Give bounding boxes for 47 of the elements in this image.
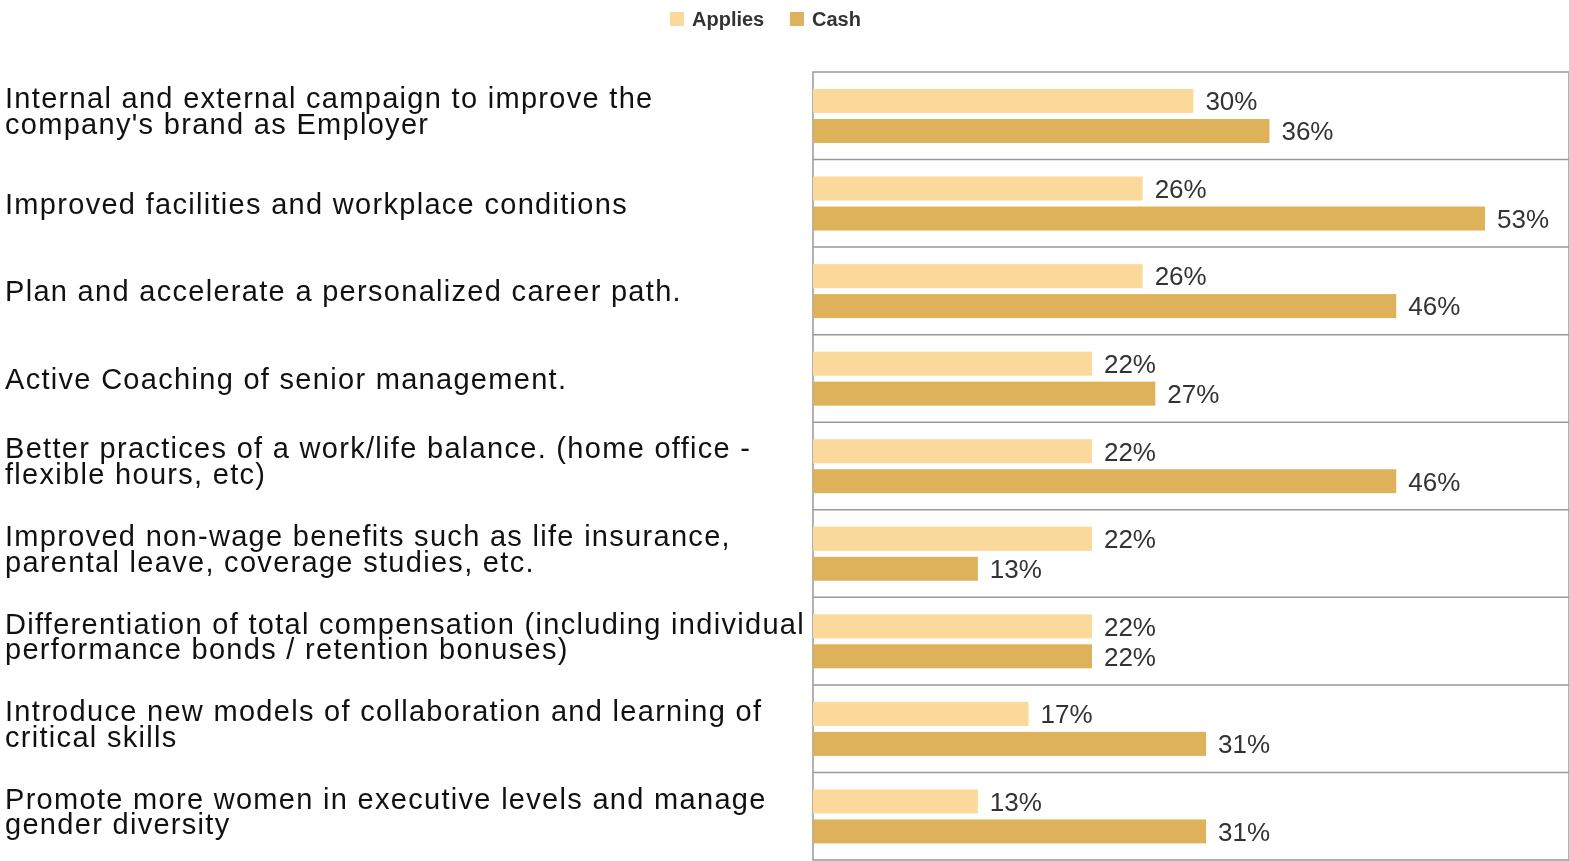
data-label: 17% [1040, 699, 1093, 730]
bar [813, 614, 1092, 639]
legend-label: Cash [812, 8, 861, 31]
bar [813, 351, 1092, 376]
data-label: 31% [1218, 729, 1271, 760]
bar [813, 381, 1156, 406]
bar [813, 731, 1207, 756]
data-label: 53% [1497, 203, 1550, 234]
bar [813, 701, 1029, 726]
data-label: 30% [1205, 86, 1258, 117]
data-label: 22% [1103, 611, 1156, 642]
legend-label: Applies [692, 8, 765, 31]
data-label: 22% [1103, 524, 1156, 555]
data-label: 46% [1408, 466, 1461, 497]
bar [813, 439, 1092, 464]
bar [813, 264, 1143, 289]
bar [813, 89, 1194, 113]
y-tick-label: Promote more women in executive levels and manage gender diversity [5, 782, 767, 841]
bar [813, 176, 1143, 201]
bar [813, 644, 1092, 669]
data-label: 46% [1408, 291, 1461, 322]
y-tick-label: Better practices of a work/life balance. (home office - flexible hours, etc) [5, 432, 752, 490]
data-label: 22% [1103, 641, 1156, 672]
data-label: 22% [1103, 436, 1156, 467]
bar [813, 789, 978, 814]
bar [813, 526, 1092, 551]
data-label: 36% [1281, 116, 1334, 147]
bar [813, 819, 1207, 844]
y-tick-label: Improved facilities and workplace conditions [5, 187, 628, 220]
data-label: 22% [1103, 349, 1156, 380]
data-label: 13% [989, 786, 1042, 817]
y-tick-label: Differentiation of total compensation (including individual performance bonds / retention bonuses) [5, 607, 805, 666]
data-label: 27% [1167, 379, 1220, 410]
bar [813, 294, 1397, 319]
bar [813, 556, 978, 581]
bar [813, 469, 1397, 494]
y-tick-label: Plan and accelerate a personalized career path. [5, 275, 682, 308]
y-tick-label: Improved non-wage benefits such as life insurance, parental leave, coverage studies, etc. [5, 520, 731, 578]
data-label: 26% [1154, 173, 1207, 204]
y-tick-label: Internal and external campaign to improve the company's brand as Employer [5, 82, 654, 140]
bar [813, 119, 1270, 143]
data-label: 26% [1154, 261, 1207, 292]
data-label: 31% [1218, 816, 1271, 847]
data-label: 13% [989, 554, 1042, 585]
y-tick-label: Introduce new models of collaboration and learning of critical skills [5, 695, 763, 753]
bar [813, 206, 1485, 231]
y-tick-label: Active Coaching of senior management. [5, 362, 568, 395]
